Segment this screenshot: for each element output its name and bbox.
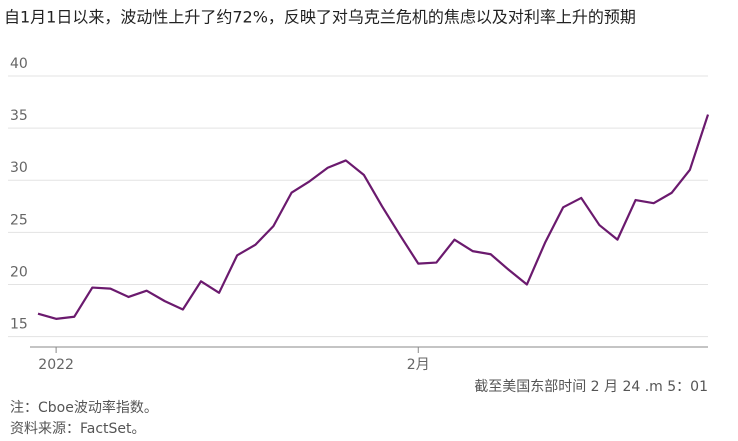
y-tick-label: 20	[10, 264, 28, 280]
y-tick-label: 40	[10, 56, 28, 72]
timestamp: 截至美国东部时间 2 月 24 .m 5：01	[474, 379, 708, 395]
line	[37, 114, 710, 320]
x-tick-label: 2月	[407, 357, 430, 373]
y-tick-label: 30	[10, 160, 28, 176]
y-tick-label: 25	[10, 212, 28, 228]
y-tick-label: 35	[10, 108, 28, 124]
note: 注：Cboe波动率指数。	[10, 399, 158, 416]
source: 资料来源：FactSet。	[10, 421, 146, 437]
y-tick-label: 15	[10, 317, 28, 333]
chart-title: 自1月1日以来，波动性上升了约72%，反映了对乌克兰危机的焦虑以及对利率上升的预…	[4, 8, 636, 27]
x-tick-label: 2022	[38, 357, 74, 373]
